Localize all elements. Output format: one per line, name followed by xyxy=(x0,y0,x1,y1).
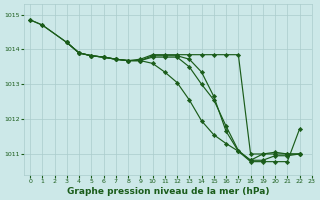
X-axis label: Graphe pression niveau de la mer (hPa): Graphe pression niveau de la mer (hPa) xyxy=(67,187,269,196)
